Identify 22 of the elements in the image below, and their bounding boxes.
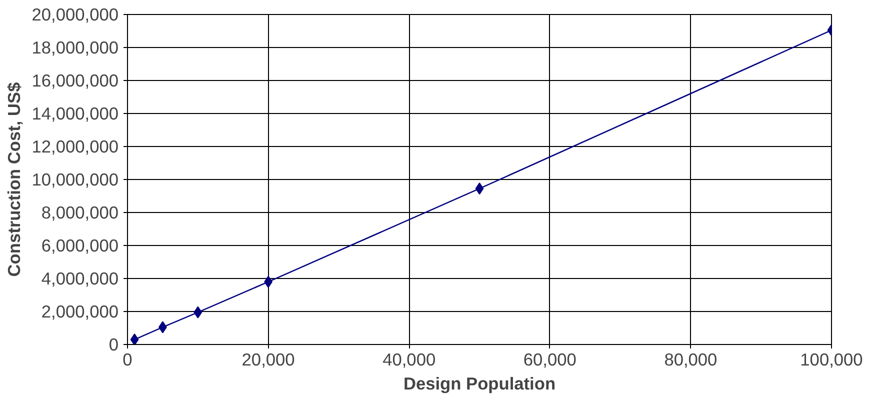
y-tick-label: 14,000,000 bbox=[32, 104, 119, 124]
point bbox=[194, 306, 202, 318]
y-tick-label: 12,000,000 bbox=[32, 136, 119, 156]
point bbox=[475, 182, 484, 195]
y-tick-label: 4,000,000 bbox=[41, 268, 119, 288]
y-tick-label: 0 bbox=[108, 334, 119, 354]
y-tick-label: 18,000,000 bbox=[32, 38, 119, 58]
y-tick-label: 16,000,000 bbox=[32, 70, 119, 90]
y-tick-label: 10,000,000 bbox=[32, 170, 119, 190]
x-axis-title: Design Population bbox=[403, 374, 556, 394]
x-tick-label: 0 bbox=[122, 350, 132, 370]
point bbox=[130, 334, 139, 344]
x-tick-label: 40,000 bbox=[382, 350, 436, 370]
x-tick-label: 60,000 bbox=[523, 350, 576, 370]
y-tick-label: 8,000,000 bbox=[41, 202, 119, 222]
y-tick-label: 6,000,000 bbox=[41, 236, 119, 256]
y-tick-label: 2,000,000 bbox=[41, 302, 119, 322]
y-tick-label: 20,000,000 bbox=[32, 4, 119, 24]
x-tick-label: 20,000 bbox=[242, 350, 295, 370]
x-tick-label: 80,000 bbox=[664, 350, 718, 370]
y-axis-title: Construction Cost, US$ bbox=[4, 82, 24, 277]
x-tick-label: 100,000 bbox=[800, 350, 863, 370]
